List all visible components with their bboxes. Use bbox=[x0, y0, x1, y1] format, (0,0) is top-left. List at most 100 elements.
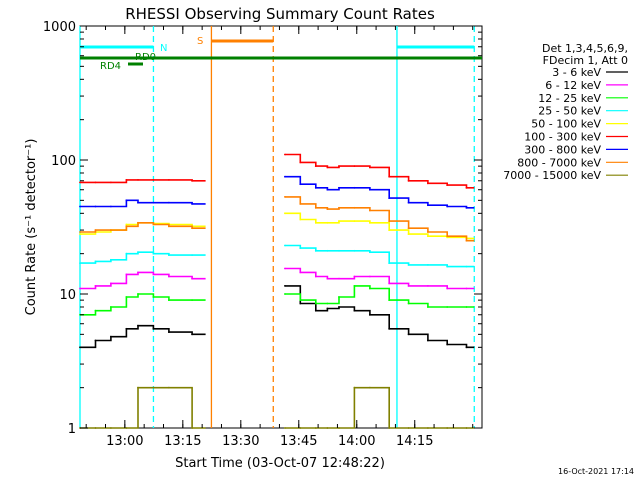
series-8-point-10 bbox=[314, 206, 317, 209]
rd0-label: RD0 bbox=[135, 52, 156, 63]
series-3-point-6 bbox=[168, 299, 170, 301]
legend: Det 1,3,4,5,6,9, FDecim 1, Att 0 3 - 6 k… bbox=[503, 42, 628, 182]
series-4-point-3 bbox=[125, 252, 128, 255]
series-8-point-3 bbox=[125, 225, 128, 228]
series-2-point-6 bbox=[168, 275, 170, 278]
series-9-point-19 bbox=[465, 427, 468, 429]
series-5-point-17 bbox=[427, 235, 429, 238]
series-4-point-18 bbox=[446, 265, 449, 268]
series-4-point-9 bbox=[299, 247, 302, 250]
x-tick-label-2: 13:30 bbox=[222, 434, 259, 449]
series-1-point-3 bbox=[125, 327, 128, 330]
series-4-point-0 bbox=[79, 262, 81, 264]
footer-timestamp: 16-Oct-2021 17:14 bbox=[558, 467, 634, 476]
series-2-point-1 bbox=[94, 285, 97, 287]
legend-header-line-2: FDecim 1, Att 0 bbox=[543, 54, 628, 67]
series-7-point-3 bbox=[125, 199, 128, 202]
series-8-point-16 bbox=[407, 227, 410, 230]
series-5-point-12 bbox=[338, 220, 340, 223]
series-6-point-0 bbox=[79, 181, 81, 184]
series-7-point-4 bbox=[137, 201, 139, 204]
legend-label-4: 25 - 50 keV bbox=[538, 105, 601, 118]
series-7-point-16 bbox=[407, 201, 410, 204]
observing-annotations: N S RD4 RD0 bbox=[80, 36, 482, 72]
y-axis-label: Count Rate (s⁻¹ detector⁻¹) bbox=[24, 139, 39, 316]
legend-label-6: 100 - 300 keV bbox=[524, 131, 601, 144]
series-9-point-6 bbox=[168, 386, 170, 389]
series-7-point-9 bbox=[299, 183, 302, 186]
y-axis: 1 10 100 1000 bbox=[43, 20, 482, 437]
series-2-point-17 bbox=[427, 285, 429, 287]
series-5-point-11 bbox=[326, 221, 329, 224]
series-1-point-11 bbox=[326, 307, 329, 310]
series-7-point-12 bbox=[338, 186, 340, 189]
night-label: N bbox=[160, 43, 167, 54]
series-1-point-6 bbox=[168, 331, 170, 333]
series-2-point-2 bbox=[110, 282, 112, 285]
series-2-point-15 bbox=[388, 282, 391, 285]
series-4-point-7 bbox=[191, 254, 194, 256]
legend-label-1: 3 - 6 keV bbox=[552, 66, 601, 79]
series-6-point-2 bbox=[110, 181, 112, 184]
series-1-point-2 bbox=[110, 335, 112, 338]
legend-label-3: 12 - 25 keV bbox=[538, 92, 601, 105]
series-4-point-12 bbox=[338, 249, 340, 252]
series-6-point-11 bbox=[326, 166, 329, 169]
series-4-point-17 bbox=[427, 264, 429, 266]
series-line-1-seg-2 bbox=[284, 285, 475, 349]
series-line-2-seg-1 bbox=[80, 271, 206, 290]
series-7-point-8 bbox=[284, 175, 286, 178]
series-9-point-7 bbox=[191, 427, 194, 429]
series-3-point-12 bbox=[338, 296, 340, 298]
series-6-point-16 bbox=[407, 179, 410, 182]
series-7-point-13 bbox=[353, 186, 356, 189]
series-8-point-11 bbox=[326, 208, 329, 211]
series-7-point-14 bbox=[369, 188, 371, 191]
series-1-point-7 bbox=[191, 333, 194, 336]
series-6-point-5 bbox=[152, 179, 155, 181]
y-tick-label-2: 100 bbox=[51, 154, 76, 169]
series-line-1-seg-1 bbox=[80, 324, 206, 349]
series-7-point-18 bbox=[446, 205, 449, 208]
series-3-point-17 bbox=[427, 306, 429, 308]
series-8-point-9 bbox=[299, 203, 302, 205]
series-6-point-19 bbox=[465, 186, 468, 189]
series-2-point-0 bbox=[79, 287, 81, 290]
series-3-point-16 bbox=[407, 302, 410, 305]
series-8-point-14 bbox=[369, 209, 371, 212]
series-9-point-16 bbox=[407, 427, 410, 429]
series-2-point-11 bbox=[326, 277, 329, 280]
series-line-2-seg-2 bbox=[284, 267, 475, 290]
series-9-point-2 bbox=[110, 427, 112, 429]
series-1-point-18 bbox=[446, 343, 449, 346]
series-1-point-9 bbox=[299, 302, 302, 305]
series-3-point-3 bbox=[125, 296, 128, 298]
series-7-point-7 bbox=[191, 203, 194, 205]
series-6-point-18 bbox=[446, 184, 449, 187]
y-tick-label-1: 10 bbox=[59, 288, 76, 303]
series-line-3-seg-2 bbox=[284, 285, 475, 308]
series-8-point-15 bbox=[388, 220, 391, 223]
series-5-point-14 bbox=[369, 221, 371, 224]
series-8-point-2 bbox=[110, 229, 112, 232]
series-5-point-3 bbox=[125, 223, 128, 226]
series-6-point-17 bbox=[427, 182, 429, 185]
series-2-point-14 bbox=[369, 275, 371, 278]
series-7-point-6 bbox=[168, 201, 170, 204]
series-2-point-9 bbox=[299, 271, 302, 274]
chart-title: RHESSI Observing Summary Count Rates bbox=[125, 5, 435, 23]
series-8-point-13 bbox=[353, 206, 356, 209]
series-4-point-14 bbox=[369, 251, 371, 254]
series-4-point-10 bbox=[314, 249, 317, 252]
x-axis-label: Start Time (03-Oct-07 12:48:22) bbox=[175, 456, 385, 471]
legend-label-9: 7000 - 15000 keV bbox=[503, 169, 601, 182]
series-2-point-19 bbox=[465, 287, 468, 290]
series-1-point-13 bbox=[353, 309, 356, 312]
y-tick-label-0: 1 bbox=[68, 422, 76, 437]
series-3-point-4 bbox=[137, 293, 139, 295]
series-4-point-15 bbox=[388, 262, 391, 264]
series-9-point-15 bbox=[388, 427, 391, 429]
series-layer bbox=[79, 153, 475, 429]
series-9-point-13 bbox=[353, 386, 356, 389]
